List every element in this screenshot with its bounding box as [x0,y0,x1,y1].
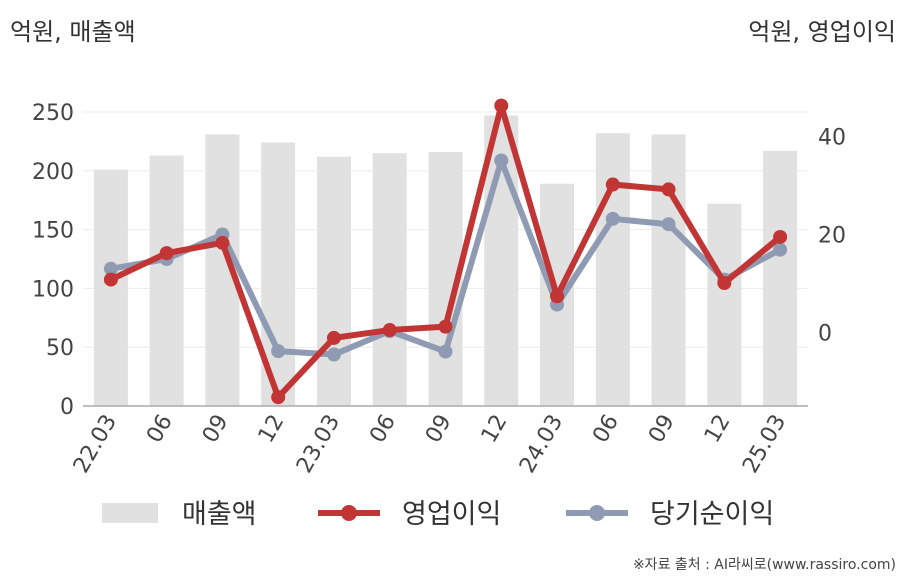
operating-profit-point [326,330,341,345]
x-tick-label: 09 [421,411,457,448]
x-tick-label: 12 [700,411,736,448]
revenue-bar [651,134,686,406]
revenue-bar [595,133,630,406]
x-tick-label: 23.03 [292,411,345,478]
revenue-bar [763,150,798,406]
x-tick-label: 06 [365,411,401,448]
legend-label-revenue: 매출액 [182,499,257,530]
source-note: ※자료 출처 : AI라씨로(www.rassiro.com) [632,557,896,573]
x-tick-label: 06 [142,411,178,448]
legend-label-net: 당기순이익 [650,499,774,530]
operating-profit-point [438,319,453,334]
operating-profit-point [717,276,732,291]
x-tick-label: 24.03 [515,411,568,478]
left-tick-label: 100 [32,277,74,302]
net-income-point [494,153,509,168]
x-tick-label: 12 [477,411,513,448]
x-tick-label: 22.03 [69,411,122,478]
operating-profit-point [605,177,620,192]
legend-swatch-operating-point [341,505,357,521]
x-tick-label: 06 [588,411,624,448]
net-income-point [326,347,341,362]
operating-profit-point [159,246,174,261]
revenue-bar [372,153,407,406]
net-income-point [271,344,286,359]
operating-profit-point [494,98,509,113]
right-tick-label: 0 [818,322,832,347]
left-tick-label: 150 [32,219,74,244]
right-tick-label: 20 [818,224,846,249]
legend: 매출액 영업이익 당기순이익 [102,499,774,530]
net-income-point [661,217,676,232]
revenue-bars [93,115,798,407]
legend-label-operating: 영업이익 [402,499,501,530]
x-tick-label: 09 [644,411,680,448]
right-tick-label: 40 [818,126,846,151]
x-tick-label: 12 [254,411,290,448]
left-axis-unit: 억원, 매출액 [10,18,136,46]
legend-swatch-net-point [589,505,605,521]
x-tick-label: 25.03 [738,411,791,478]
net-income-point [773,242,788,257]
left-tick-label: 50 [46,336,74,361]
operating-profit-point [661,182,676,197]
operating-profit-point [382,323,397,338]
operating-profit-point [550,289,565,304]
operating-profit-point [103,272,118,287]
left-tick-label: 200 [32,160,74,185]
x-tick-label: 09 [198,411,234,448]
operating-profit-point [271,390,286,405]
right-axis-unit: 억원, 영업이익 [748,18,896,46]
operating-profit-point [215,235,230,250]
net-income-point [438,344,453,359]
legend-swatch-revenue [102,503,158,523]
profit-lines [103,98,788,405]
revenue-bar [316,156,351,406]
operating-profit-point [773,229,788,244]
net-income-point [103,261,118,276]
revenue-bar [93,169,128,406]
net-income-point [605,211,620,226]
left-tick-label: 250 [32,101,74,126]
revenue-bar [707,203,742,406]
left-tick-label: 0 [60,395,74,420]
revenue-bar [149,155,184,406]
